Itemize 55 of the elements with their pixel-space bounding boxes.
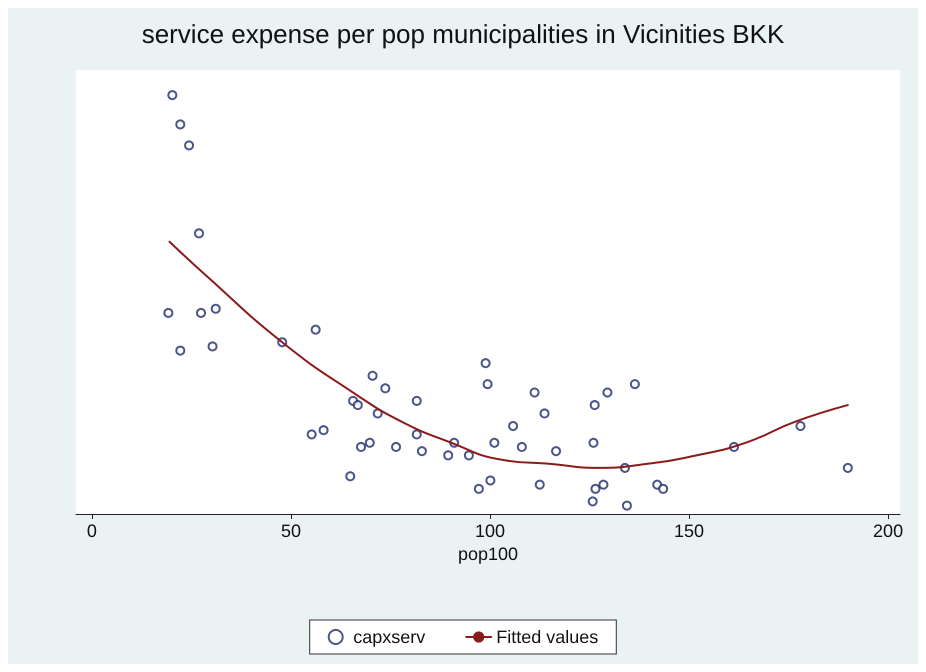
point [175, 346, 186, 356]
point [175, 119, 186, 130]
point [210, 304, 221, 314]
point [464, 450, 474, 460]
point [658, 484, 668, 494]
point [368, 370, 378, 381]
point [630, 379, 640, 390]
point [208, 341, 218, 352]
point [356, 442, 366, 452]
point [412, 396, 422, 406]
point [590, 484, 600, 494]
point [474, 484, 484, 494]
point [391, 442, 402, 452]
point [480, 358, 491, 368]
point [534, 480, 545, 490]
point [318, 425, 329, 436]
chart-title: service expense per pop municipalities in Vicinities BKK [142, 19, 785, 49]
x-tick-label: 200 [873, 521, 904, 541]
x-tick-label: 150 [674, 521, 704, 541]
point [508, 421, 518, 432]
point [622, 500, 632, 511]
point [163, 308, 174, 318]
legend-label: capxserv [353, 627, 426, 647]
point [412, 429, 422, 440]
point [364, 438, 375, 448]
point [602, 388, 612, 398]
point [352, 400, 363, 410]
x-tick-label: 50 [280, 521, 301, 541]
point [380, 383, 390, 394]
point [167, 90, 178, 100]
point [588, 496, 598, 506]
point [310, 324, 321, 335]
point [598, 480, 608, 490]
point [530, 388, 540, 398]
point [482, 379, 493, 390]
point [540, 408, 550, 418]
point [489, 438, 500, 448]
point [194, 228, 204, 238]
x-tick-label: 0 [86, 521, 97, 541]
point [345, 471, 356, 482]
point [196, 308, 206, 318]
legend-label: Fitted values [496, 627, 598, 647]
point [443, 450, 454, 460]
point [516, 442, 527, 452]
x-tick-label: 100 [474, 521, 506, 541]
point [551, 446, 562, 456]
point [416, 446, 427, 456]
point [306, 429, 317, 440]
point [184, 140, 194, 150]
point [795, 421, 806, 432]
x-axis-title: pop100 [458, 544, 518, 564]
point [590, 400, 600, 410]
point [588, 438, 598, 448]
point [842, 462, 853, 473]
point [485, 475, 496, 486]
